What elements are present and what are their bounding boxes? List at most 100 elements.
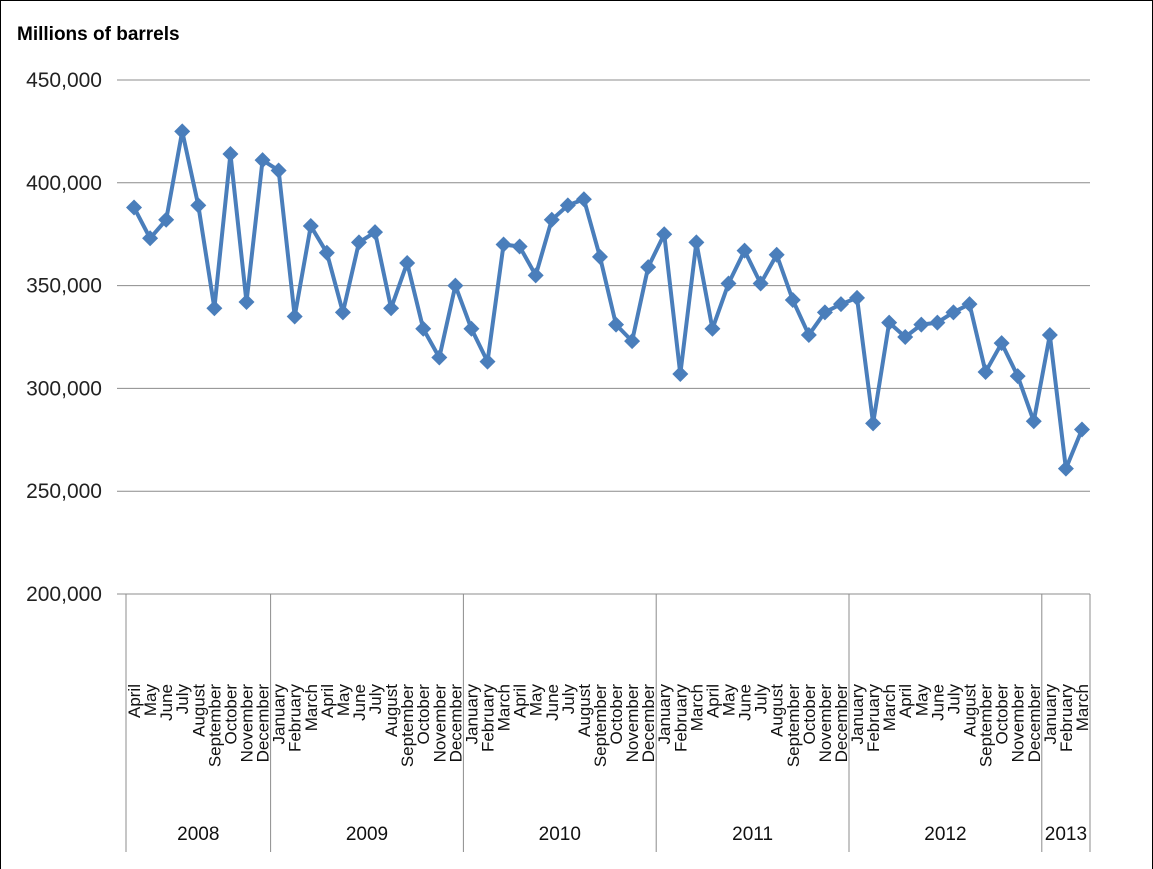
x-tick-label-month: April [511,684,530,718]
x-tick-label-month: May [912,684,931,717]
data-point-marker [350,234,367,251]
data-point-marker [929,314,946,331]
data-point-marker [495,236,512,253]
data-point-marker [238,294,255,311]
data-point-marker [142,230,159,247]
x-tick-label-month: August [382,684,401,737]
y-tick-label: 350,000 [26,275,102,298]
data-point-marker [913,316,930,333]
x-tick-label-month: June [928,684,947,721]
x-tick-label-month: May [720,684,739,717]
data-point-marker [784,291,801,308]
x-tick-label-month: November [623,684,642,763]
x-axis: AprilMayJuneJulyAugustSeptemberOctoberNo… [125,594,1092,852]
data-point-marker [624,333,641,350]
data-point-marker [1009,368,1026,385]
x-tick-label-month: June [350,684,369,721]
x-tick-label-year: 2008 [177,824,219,845]
data-point-marker [1041,326,1058,343]
x-tick-label-month: November [816,684,835,763]
data-point-marker [334,304,351,321]
x-tick-label-month: February [286,684,305,753]
x-tick-label-month: December [446,684,465,763]
y-tick-label: 400,000 [26,172,102,195]
data-point-marker [383,300,400,317]
x-tick-label-month: February [479,684,498,753]
data-point-marker [865,415,882,432]
x-tick-label-month: February [1057,684,1076,753]
x-tick-label-month: October [607,684,626,745]
data-point-marker [367,224,384,241]
data-point-marker [608,316,625,333]
data-point-marker [1073,421,1090,438]
x-tick-label-month: December [832,684,851,763]
data-point-marker [591,248,608,265]
data-point-marker [270,162,287,179]
data-point-marker [559,197,576,214]
x-tick-label-month: March [880,684,899,731]
x-tick-label-month: January [1041,684,1060,745]
data-point-marker [254,152,271,169]
data-point-marker [126,199,143,216]
x-tick-label-year: 2011 [732,824,773,845]
data-point-marker [881,314,898,331]
data-point-marker [977,363,994,380]
y-tick-label: 200,000 [26,583,102,606]
x-tick-label-month: January [462,684,481,745]
data-point-marker [640,259,657,276]
x-tick-label-month: April [703,684,722,718]
data-series [126,123,1090,477]
x-tick-label-month: July [944,684,963,715]
data-point-marker [479,353,496,370]
x-tick-label-month: December [254,684,273,763]
x-tick-label-month: August [575,684,594,737]
data-point-marker [961,296,978,313]
y-tick-label: 450,000 [26,69,102,92]
data-point-marker [527,267,544,284]
data-point-marker [447,277,464,294]
x-tick-label-month: April [125,684,144,718]
data-point-marker [720,275,737,292]
y-tick-labels: 450,000 400,000 350,000 300,000 250,000 200,0… [26,69,102,606]
x-tick-label-month: December [1025,684,1044,763]
data-point-marker [286,308,303,325]
data-point-marker [399,254,416,271]
x-tick-label-month: August [961,684,980,737]
data-point-marker [672,366,689,383]
series-line [132,129,1084,471]
data-point-marker [704,320,721,337]
x-tick-label-year: 2009 [346,824,388,845]
x-tick-label-month: January [270,684,289,745]
data-point-marker [752,275,769,292]
data-point-marker [174,123,191,140]
x-tick-label-month: July [559,684,578,715]
data-point-marker [1057,460,1074,477]
data-point-marker [206,300,223,317]
x-tick-label-month: March [687,684,706,731]
x-tick-label-month: June [543,684,562,721]
x-tick-label-month: November [430,684,449,763]
x-tick-label-month: November [238,684,257,763]
data-point-marker [318,244,335,261]
x-tick-label-month: February [671,684,690,753]
data-point-marker [736,242,753,259]
x-tick-label-month: May [527,684,546,717]
x-tick-label-month: October [221,684,240,745]
data-point-marker [1025,413,1042,430]
x-tick-label-month: November [1009,684,1028,763]
data-point-marker [832,296,849,313]
x-tick-label-month: February [864,684,883,753]
x-tick-label-year: 2012 [924,824,966,845]
x-tick-label-month: September [977,684,996,767]
data-point-marker [302,217,319,234]
data-point-marker [222,146,239,163]
data-point-marker [656,226,673,243]
x-tick-label-month: September [205,684,224,767]
x-tick-label-month: December [639,684,658,763]
x-tick-label-month: January [848,684,867,745]
x-tick-label-month: April [318,684,337,718]
data-point-marker [945,304,962,321]
data-point-marker [431,349,448,366]
x-tick-label-month: June [157,684,176,721]
x-tick-label-month: March [495,684,514,731]
